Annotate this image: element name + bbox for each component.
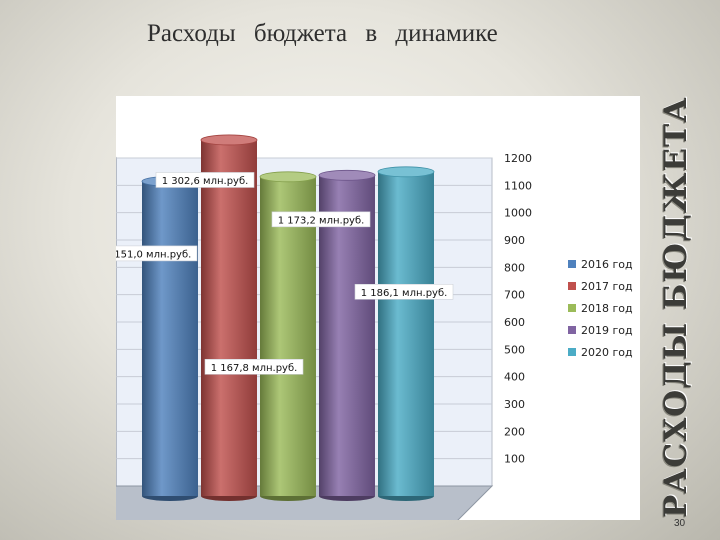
y-tick-label: 300 [504,398,525,411]
legend-swatch [568,326,576,334]
y-tick-label: 900 [504,234,525,247]
bars [141,134,435,501]
bar-body [142,181,198,496]
legend-swatch [568,304,576,312]
data-label-4: 1 173,2 млн.руб. [271,211,371,228]
y-tick-label: 400 [504,371,525,384]
data-label-box [271,211,371,228]
legend-label: 2020 год [581,346,633,359]
legend-label: 2019 год [581,324,633,337]
y-tick-label: 500 [504,343,525,356]
bar-body [201,139,257,496]
data-label-text: 1 302,6 млн.руб. [162,176,249,187]
legend-label: 2017 год [581,280,633,293]
data-label-box [354,283,454,300]
bar-2 [200,134,258,501]
data-label-5: 1 186,1 млн.руб. [354,283,454,300]
legend-item-5: 2020 год [568,346,633,359]
data-label-text: 1 167,8 млн.руб. [211,363,298,374]
legend-swatch [568,348,576,356]
bar-1 [141,175,199,501]
y-tick-label: 700 [504,289,525,302]
data-label-2: 1 302,6 млн.руб. [155,172,255,188]
legend-swatch [568,260,576,268]
y-tick-label: 1200 [504,152,532,165]
data-label-text: 1 173,2 млн.руб. [278,215,365,226]
bar-top [259,171,317,183]
legend-swatch [568,282,576,290]
vertical-side-title: РАСХОДЫ БЮДЖЕТА [658,96,694,518]
legend: 2016 год 2017 год 2018 год 2019 год 2020 год [568,258,633,359]
data-label-1: 1 151,0 млн.руб. [116,245,198,262]
bar-chart: 100200300400500600700800900100011001200 … [116,134,633,520]
y-axis-ticks: 100 200 300 400 500 600 700 800 900 1000 1100 1200 [504,152,532,466]
page-number: 30 [674,518,686,529]
data-label-text: 1 151,0 млн.руб. [116,249,191,260]
data-label-text: 1 186,1 млн.руб. [361,288,448,299]
bar-body [319,175,375,497]
data-labels: 1 151,0 млн.руб. 1 302,6 млн.руб. 1 167,8 … [116,172,454,375]
data-label-3: 1 167,8 млн.руб. [204,359,304,375]
data-label-box [116,245,198,262]
slide-title: Расходы бюджета в динамике [147,20,498,47]
y-tick-label: 1100 [504,179,532,192]
bar-top [377,166,435,178]
legend-item-4: 2019 год [568,324,633,337]
bar-top [200,134,258,146]
legend-item-2: 2017 год [568,280,633,293]
legend-item-3: 2018 год [568,302,633,315]
bar-3 [259,171,317,501]
y-tick-label: 100 [504,453,525,466]
y-tick-label: 1000 [504,207,532,220]
y-tick-label: 200 [504,425,525,438]
bar-4 [318,169,376,501]
bar-body [260,176,316,496]
legend-label: 2018 год [581,302,633,315]
bar-5 [377,166,435,501]
y-tick-label: 600 [504,316,525,329]
legend-item-1: 2016 год [568,258,633,271]
bar-top [318,169,376,181]
data-label-box [204,359,304,375]
chart-panel: 100 200 300 400 500 600 700 800 900 1000 1100 1200 … [116,96,640,520]
bar-body [378,171,434,497]
data-label-box [155,172,255,188]
legend-label: 2016 год [581,258,633,271]
y-tick-label: 800 [504,261,525,274]
